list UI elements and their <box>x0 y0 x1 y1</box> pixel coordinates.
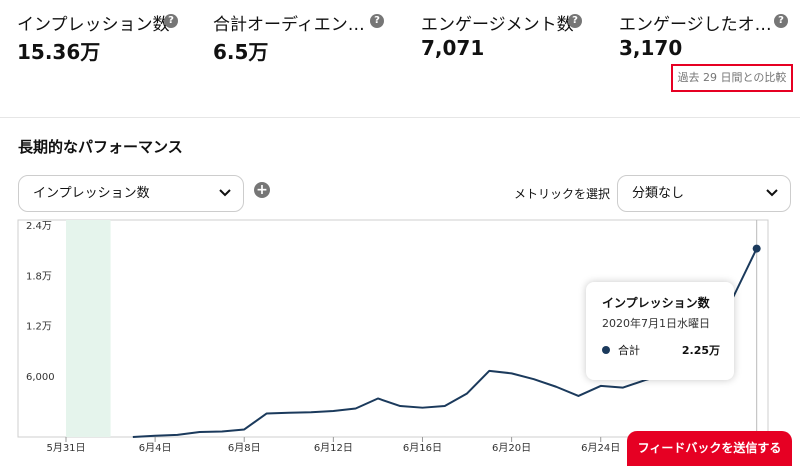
stat-value: 6.5万 <box>213 40 269 64</box>
x-tick-label: 6月4日 <box>139 442 172 454</box>
add-metric-icon[interactable]: + <box>254 182 270 198</box>
stat-value: 7,071 <box>421 36 485 60</box>
y-tick-label: 1.2万 <box>26 322 52 333</box>
highlight-band <box>66 220 111 437</box>
stat-engagements: エンゲージメント数 7,071 <box>421 0 611 110</box>
send-feedback-button[interactable]: フィードバックを送信する <box>627 431 792 466</box>
x-tick-label: 6月24日 <box>581 442 620 454</box>
compare-period-label: 過去 29 日間との比較 <box>671 64 793 92</box>
help-icon[interactable]: ? <box>774 14 788 28</box>
tooltip-row: 合計 2.25万 <box>602 342 720 358</box>
help-icon[interactable]: ? <box>370 14 384 28</box>
help-icon[interactable]: ? <box>164 14 178 28</box>
tooltip-value: 2.25万 <box>681 344 720 357</box>
chart-tooltip: インプレッション数 2020年7月1日水曜日 合計 2.25万 <box>586 282 734 380</box>
category-select[interactable]: 分類なし <box>617 175 791 212</box>
stat-impressions: インプレッション数 15.36万 <box>17 0 207 110</box>
tooltip-date: 2020年7月1日水曜日 <box>602 317 710 330</box>
stat-engaged-audience: エンゲージしたオ… 3,170 <box>619 0 800 110</box>
tooltip-title: インプレッション数 <box>602 296 710 310</box>
section-title: 長期的なパフォーマンス <box>18 138 183 156</box>
stat-label: エンゲージメント数 <box>421 15 574 35</box>
category-select-value: 分類なし <box>632 186 685 201</box>
x-tick-label: 6月8日 <box>228 442 261 454</box>
stats-row: インプレッション数 15.36万 ? 合計オーディエン… 6.5万 ? エンゲー… <box>0 0 800 118</box>
metric-select-value: インプレッション数 <box>33 186 150 201</box>
x-tick-label: 5月31日 <box>46 442 85 454</box>
data-point <box>752 244 761 253</box>
chevron-down-icon <box>219 176 231 197</box>
metric-select-label: メトリックを選択 <box>514 187 611 201</box>
y-tick-label: 6,000 <box>26 372 55 383</box>
metric-select[interactable]: インプレッション数 <box>18 175 244 212</box>
x-tick-label: 6月20日 <box>492 442 531 454</box>
series-dot-icon <box>602 346 610 354</box>
tooltip-series-name: 合計 <box>618 344 640 357</box>
plot-frame <box>17 219 769 438</box>
stat-label: インプレッション数 <box>17 15 170 35</box>
y-tick-label: 2.4万 <box>26 221 52 232</box>
stat-label: 合計オーディエン… <box>213 15 365 35</box>
chevron-down-icon <box>766 176 778 197</box>
stat-total-audience: 合計オーディエン… 6.5万 <box>213 0 403 110</box>
impressions-chart[interactable]: 2.4万 1.8万 1.2万 6,000 5月31日 6月4日 6月8日 6月12日 6月16日… <box>0 216 800 466</box>
stat-value: 15.36万 <box>17 40 101 64</box>
stat-value: 3,170 <box>619 36 683 60</box>
stat-label: エンゲージしたオ… <box>619 15 772 35</box>
x-tick-label: 6月16日 <box>403 442 442 454</box>
y-tick-label: 1.8万 <box>26 271 52 282</box>
help-icon[interactable]: ? <box>568 14 582 28</box>
x-tick-label: 6月12日 <box>314 442 353 454</box>
